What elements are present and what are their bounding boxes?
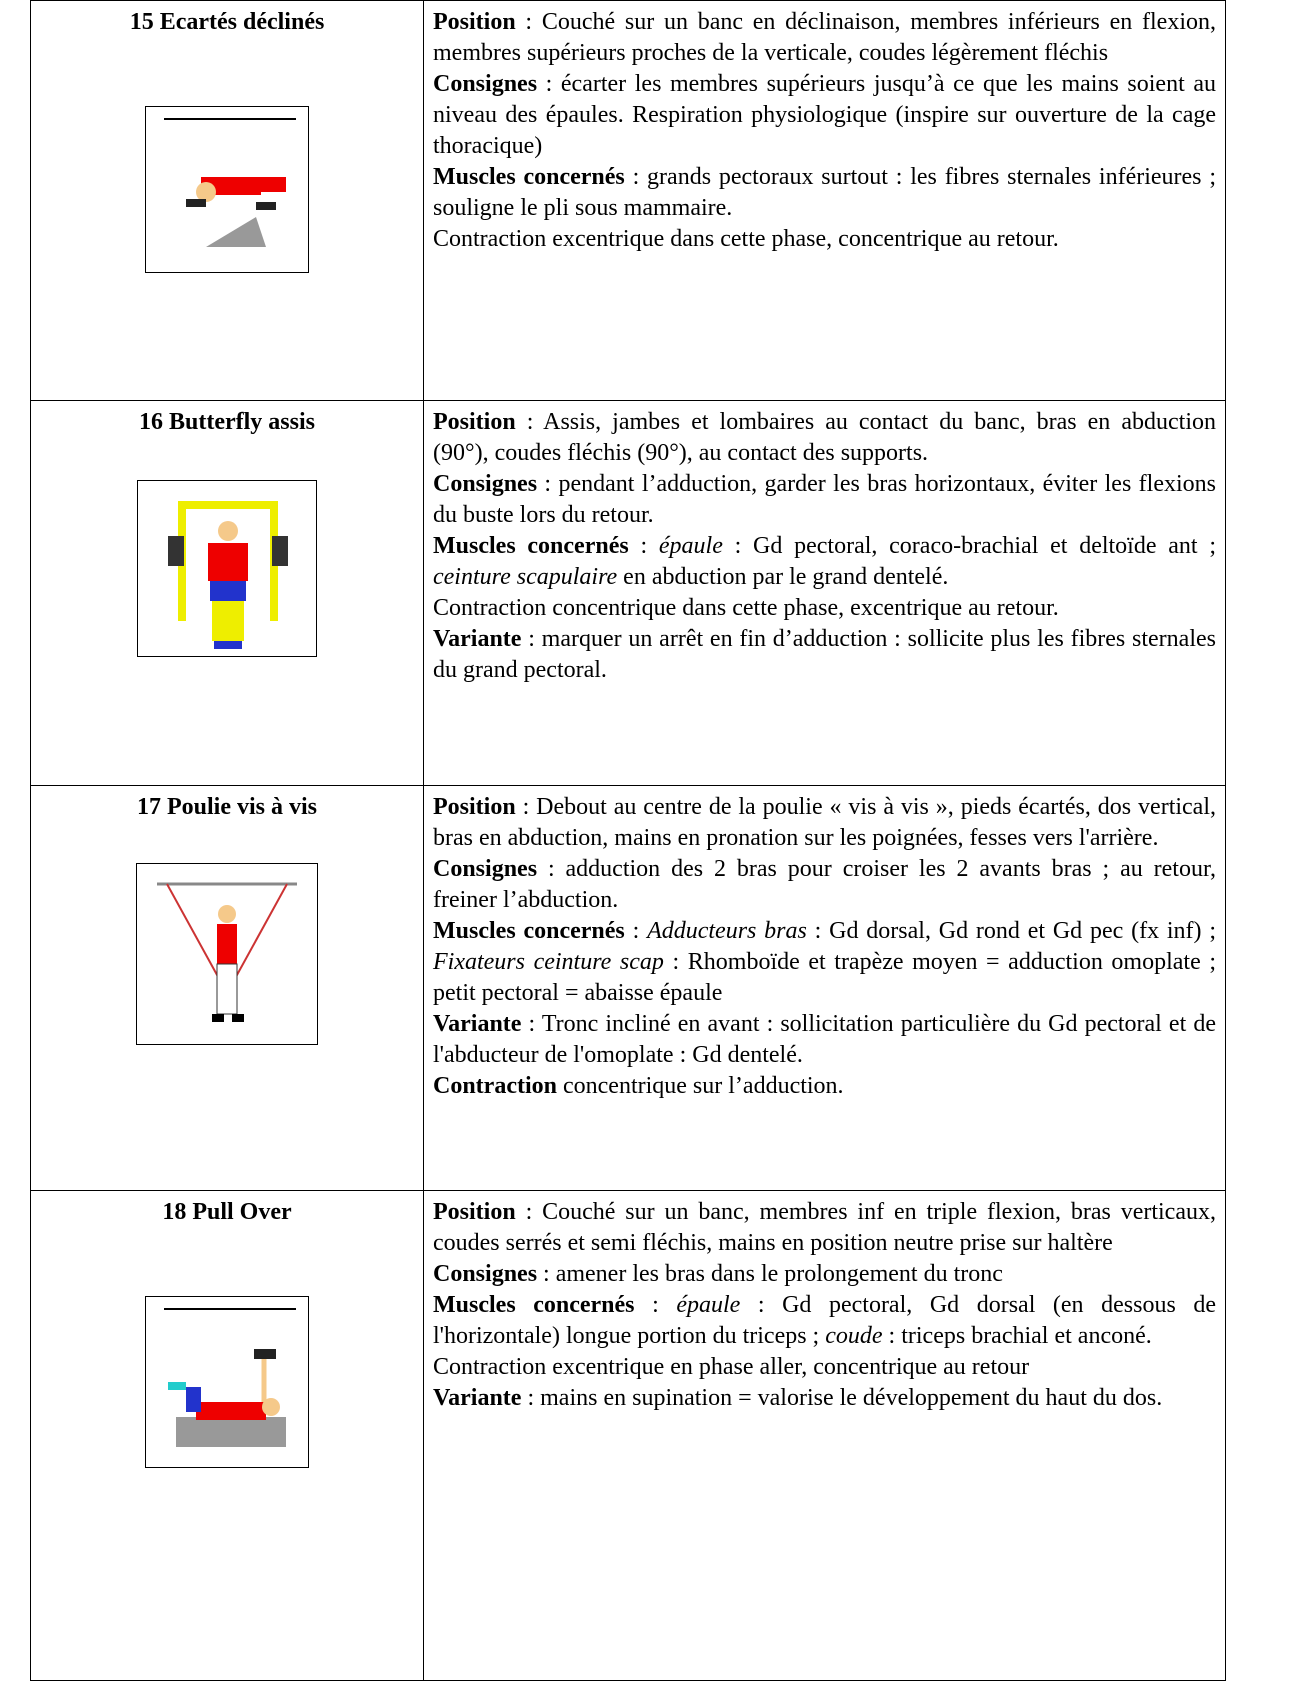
text-run: Contraction excentrique dans cette phase… bbox=[433, 226, 1059, 252]
table-row: 16 Butterfly assis Position : Assis, jamb… bbox=[30, 400, 1226, 786]
paragraph: Consignes : écarter les membres supérieu… bbox=[433, 69, 1216, 162]
paragraph: Muscles concernés : épaule : Gd pectoral… bbox=[433, 531, 1216, 593]
paragraph: Position : Couché sur un banc, membres i… bbox=[433, 1197, 1216, 1259]
text-run: Adducteurs bras bbox=[647, 918, 807, 944]
text-run: Consignes bbox=[433, 471, 538, 497]
text-run: ceinture scapulaire bbox=[433, 564, 618, 590]
text-run: : adduction des 2 bras pour croiser les … bbox=[433, 856, 1216, 913]
text-run: : triceps brachial et anconé. bbox=[882, 1323, 1152, 1349]
paragraph: Variante : Tronc incliné en avant : soll… bbox=[433, 1009, 1216, 1071]
text-run: : Assis, jambes et lombaires au contact … bbox=[433, 409, 1216, 466]
text-run: Muscles concernés bbox=[433, 164, 625, 190]
exercise-title: 17 Poulie vis à vis bbox=[136, 794, 317, 820]
paragraph: Consignes : amener les bras dans le prol… bbox=[433, 1259, 1216, 1290]
text-run: épaule bbox=[676, 1292, 741, 1318]
table-row: 18 Pull Over Position : Couché sur un ban… bbox=[30, 1190, 1226, 1681]
table-row: 15 Ecartés déclinés Position : Couché sur… bbox=[30, 0, 1226, 401]
text-run: : Couché sur un banc en déclinaison, mem… bbox=[433, 9, 1216, 66]
exercise-cell: 17 Poulie vis à vis bbox=[30, 785, 424, 1191]
paragraph: Muscles concernés : épaule : Gd pectoral… bbox=[433, 1290, 1216, 1352]
text-run: Contraction bbox=[433, 1073, 557, 1099]
text-run: Consignes bbox=[433, 1261, 538, 1287]
exercise-title: 18 Pull Over bbox=[162, 1199, 292, 1225]
text-run: Position bbox=[433, 9, 516, 35]
paragraph: Consignes : adduction des 2 bras pour cr… bbox=[433, 854, 1216, 916]
paragraph: Position : Assis, jambes et lombaires au… bbox=[433, 407, 1216, 469]
text-run: Position bbox=[433, 1199, 516, 1225]
text-run: Variante bbox=[433, 1011, 522, 1037]
text-run: Contraction concentrique dans cette phas… bbox=[433, 595, 1059, 621]
exercise-illustration bbox=[137, 480, 317, 657]
description-cell: Position : Couché sur un banc en déclina… bbox=[423, 0, 1226, 401]
text-run: en abduction par le grand dentelé. bbox=[617, 564, 949, 590]
paragraph: Contraction concentrique dans cette phas… bbox=[433, 593, 1216, 624]
text-run: : bbox=[634, 1292, 677, 1318]
paragraph: Variante : marquer un arrêt en fin d’add… bbox=[433, 624, 1216, 686]
table-row: 17 Poulie vis à vis Position : Debout au … bbox=[30, 785, 1226, 1191]
exercise-cell: 15 Ecartés déclinés bbox=[30, 0, 424, 401]
paragraph: Muscles concernés : grands pectoraux sur… bbox=[433, 162, 1216, 224]
text-run: : Gd pectoral, Gd dorsal (en dessous de … bbox=[433, 1292, 1217, 1349]
text-run: Variante bbox=[433, 1385, 522, 1411]
illustration bbox=[164, 1308, 296, 1447]
text-run: Muscles concernés bbox=[433, 533, 629, 559]
text-run: : bbox=[624, 918, 648, 944]
text-run: : Tronc incliné en avant : sollicitation… bbox=[433, 1011, 1216, 1068]
illustration bbox=[157, 882, 297, 1022]
exercise-cell: 18 Pull Over bbox=[30, 1190, 424, 1681]
exercise-title: 16 Butterfly assis bbox=[139, 409, 315, 435]
illustration bbox=[164, 118, 296, 247]
exercise-illustration bbox=[136, 863, 318, 1045]
paragraph: Variante : mains en supination = valoris… bbox=[433, 1383, 1216, 1414]
description-cell: Position : Couché sur un banc, membres i… bbox=[423, 1190, 1226, 1681]
text-run: : Rhomboïde et trapèze moyen = adduction… bbox=[433, 949, 1216, 1006]
text-run: : Debout au centre de la poulie « vis à … bbox=[433, 794, 1216, 851]
text-run: épaule bbox=[658, 533, 723, 559]
description-cell: Position : Assis, jambes et lombaires au… bbox=[423, 400, 1226, 786]
text-run: Consignes bbox=[433, 71, 538, 97]
text-run: : Couché sur un banc, membres inf en tri… bbox=[433, 1199, 1216, 1256]
exercise-illustration bbox=[145, 106, 309, 273]
text-run: : marquer un arrêt en fin d’adduction : … bbox=[433, 626, 1216, 683]
paragraph: Contraction excentrique en phase aller, … bbox=[433, 1352, 1216, 1383]
text-run: : pendant l’adduction, garder les bras h… bbox=[433, 471, 1216, 528]
text-run: Muscles concernés bbox=[433, 918, 625, 944]
text-run: Fixateurs ceinture scap bbox=[433, 949, 664, 975]
description-cell: Position : Debout au centre de la poulie… bbox=[423, 785, 1226, 1191]
exercise-table: 15 Ecartés déclinés Position : Couché sur… bbox=[30, 0, 1226, 1681]
text-run: concentrique sur l’adduction. bbox=[556, 1073, 844, 1099]
paragraph: Position : Couché sur un banc en déclina… bbox=[433, 7, 1216, 69]
text-run: Position bbox=[433, 409, 516, 435]
text-run: : mains en supination = valorise le déve… bbox=[521, 1385, 1163, 1411]
text-run: : bbox=[628, 533, 659, 559]
text-run: : grands pectoraux surtout : les fibres … bbox=[433, 164, 1217, 221]
paragraph: Consignes : pendant l’adduction, garder … bbox=[433, 469, 1216, 531]
text-run: Contraction excentrique en phase aller, … bbox=[433, 1354, 1030, 1380]
text-run: : amener les bras dans le prolongement d… bbox=[537, 1261, 1003, 1287]
exercise-illustration bbox=[145, 1296, 309, 1468]
exercise-cell: 16 Butterfly assis bbox=[30, 400, 424, 786]
exercise-title: 15 Ecartés déclinés bbox=[129, 9, 325, 35]
text-run: : Gd pectoral, coraco-brachial et deltoï… bbox=[722, 533, 1216, 559]
illustration bbox=[168, 501, 288, 649]
text-run: Variante bbox=[433, 626, 522, 652]
paragraph: Position : Debout au centre de la poulie… bbox=[433, 792, 1216, 854]
text-run: Position bbox=[433, 794, 516, 820]
paragraph: Contraction excentrique dans cette phase… bbox=[433, 224, 1216, 255]
text-run: : écarter les membres supérieurs jusqu’à… bbox=[433, 71, 1216, 159]
paragraph: Muscles concernés : Adducteurs bras : Gd… bbox=[433, 916, 1216, 1009]
text-run: : Gd dorsal, Gd rond et Gd pec (fx inf) … bbox=[806, 918, 1217, 944]
paragraph: Contraction concentrique sur l’adduction… bbox=[433, 1071, 1216, 1102]
text-run: Muscles concernés bbox=[433, 1292, 635, 1318]
text-run: coude bbox=[825, 1323, 883, 1349]
text-run: Consignes bbox=[433, 856, 538, 882]
